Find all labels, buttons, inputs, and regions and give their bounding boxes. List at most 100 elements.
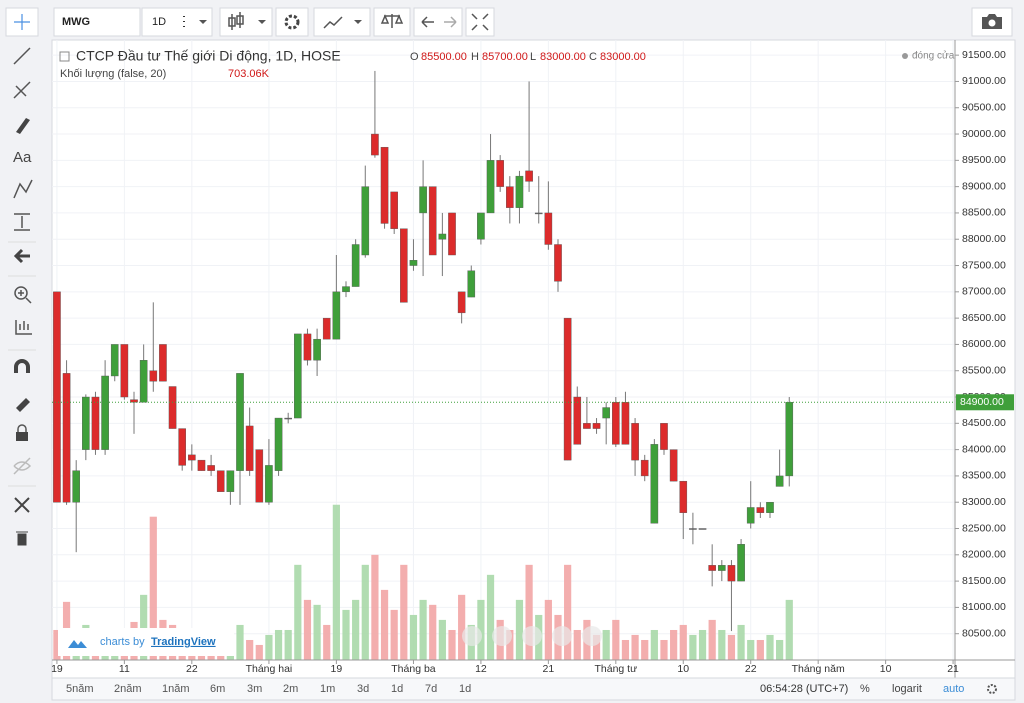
range-button[interactable]: 1d — [459, 683, 471, 695]
volume-bar — [419, 599, 427, 660]
measure-tool[interactable] — [14, 213, 30, 231]
zoom-tool[interactable] — [14, 286, 28, 300]
volume-bar — [294, 564, 302, 660]
lock-draw-tool[interactable] — [14, 398, 30, 412]
volume-bar — [371, 554, 379, 660]
compare-icon — [380, 14, 404, 28]
nav-button[interactable] — [522, 626, 542, 646]
interval-box[interactable] — [141, 7, 213, 37]
percent-toggle[interactable]: % — [860, 683, 870, 695]
range-button[interactable]: 2năm — [114, 683, 142, 695]
range-button[interactable]: 1năm — [162, 683, 190, 695]
range-button[interactable]: 1m — [320, 683, 335, 695]
nav-button[interactable] — [582, 626, 602, 646]
legend: CTCP Đầu tư Thế giới Di động, 1D, HOSE O… — [59, 48, 955, 80]
magnet-tool[interactable] — [14, 359, 30, 373]
legend-c: C — [589, 51, 597, 63]
log-toggle[interactable]: logarit — [892, 683, 922, 695]
volume-bar — [400, 564, 408, 660]
candle-body — [718, 565, 726, 571]
range-button[interactable]: 7d — [425, 683, 437, 695]
candle-body — [351, 244, 360, 287]
range-button[interactable]: 2m — [283, 683, 298, 695]
volume-bar — [390, 609, 398, 660]
settings-icon[interactable] — [987, 684, 997, 694]
volume-bar — [274, 629, 283, 660]
candle-body — [621, 402, 630, 445]
candle-body — [563, 317, 572, 461]
candle-body — [727, 565, 736, 582]
x-tick-label: 22 — [745, 663, 757, 675]
volume-bar — [342, 609, 350, 660]
candle-body — [602, 407, 610, 419]
remove-tools[interactable] — [14, 497, 30, 513]
range-button[interactable]: 3m — [247, 683, 262, 695]
collapse-icon[interactable] — [59, 51, 70, 62]
candle-body — [216, 470, 225, 492]
range-button[interactable]: 3d — [357, 683, 369, 695]
volume-bar — [361, 564, 369, 660]
candle-body — [746, 507, 755, 524]
candle-body — [409, 260, 418, 266]
pattern-tool[interactable] — [13, 179, 33, 199]
settings-button[interactable] — [275, 7, 309, 37]
camera-lens — [988, 19, 996, 27]
symbol-box[interactable] — [53, 7, 141, 37]
candle-body — [592, 423, 601, 429]
volume-bar — [698, 629, 707, 660]
volume-bar — [458, 594, 466, 660]
x-tick-label: Tháng tư — [594, 663, 637, 675]
legend-title: CTCP Đầu tư Thế giới Di động, 1D, HOSE — [76, 48, 341, 64]
watermark-prefix: charts by — [100, 636, 145, 648]
candle-body — [207, 465, 215, 471]
candle-body — [265, 465, 273, 503]
volume-bar — [660, 639, 668, 660]
volume-bar — [573, 629, 581, 660]
candle-body — [226, 470, 235, 492]
x-tick-label: 21 — [947, 663, 959, 675]
candle-body — [159, 344, 167, 382]
candle-body — [120, 344, 129, 398]
candle-body — [775, 475, 784, 487]
volume-bar — [303, 599, 312, 660]
nav-button[interactable] — [552, 626, 572, 646]
watermark-brand: TradingView — [151, 636, 216, 648]
fullscreen-button[interactable] — [465, 7, 495, 37]
clock: 06:54:28 (UTC+7) — [760, 683, 848, 695]
back-tool[interactable] — [13, 248, 30, 264]
scale-tool[interactable] — [15, 320, 32, 335]
candle-body — [322, 317, 331, 340]
volume-bar — [284, 629, 292, 660]
hide-tool[interactable] — [13, 457, 32, 475]
chart-style-button[interactable] — [219, 7, 273, 37]
trash-tool[interactable] — [16, 531, 28, 546]
candle-body — [294, 333, 302, 419]
bottom-bar — [51, 677, 1016, 701]
candle-body — [361, 186, 370, 256]
candle-body — [554, 244, 562, 282]
range-button[interactable]: 6m — [210, 683, 225, 695]
volume-bar — [438, 619, 446, 660]
brush-tool[interactable] — [16, 118, 30, 134]
x-tick-label: 19 — [331, 663, 343, 675]
indicators-button[interactable] — [313, 7, 371, 37]
candle-body — [390, 191, 398, 229]
range-button[interactable]: 5năm — [66, 683, 94, 695]
candle-body — [534, 212, 543, 215]
volume-bar — [727, 634, 736, 660]
line-tool[interactable] — [13, 47, 31, 99]
candle-body — [400, 228, 408, 303]
volume-bar — [236, 624, 244, 660]
interval: 1D — [152, 16, 166, 28]
y-tick-label: 84000.00 — [962, 443, 1006, 455]
x-tick-label: 11 — [119, 663, 130, 675]
volume-bar — [265, 634, 273, 660]
nav-button[interactable] — [462, 626, 482, 646]
study-title: Khối lượng (false, 20) — [60, 68, 166, 80]
text-tool[interactable]: Aa — [13, 149, 32, 166]
y-tick-label: 83000.00 — [962, 496, 1006, 508]
nav-button[interactable] — [492, 626, 512, 646]
lock-tool[interactable] — [16, 432, 28, 441]
range-button[interactable]: 1d — [391, 683, 403, 695]
auto-toggle[interactable]: auto — [943, 683, 964, 695]
